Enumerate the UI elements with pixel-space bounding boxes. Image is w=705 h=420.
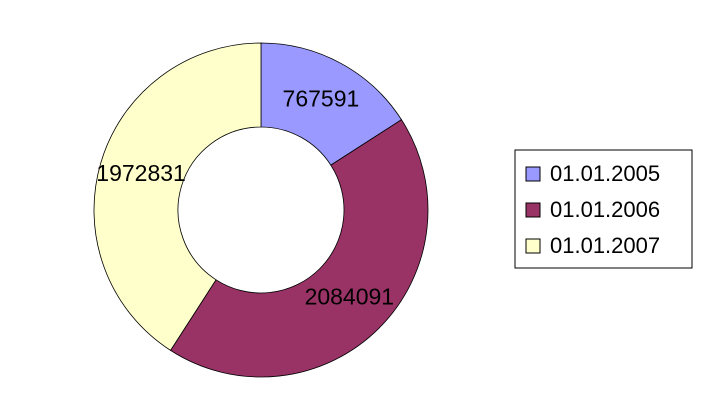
legend-entry: 01.01.2005 [550, 161, 660, 186]
data-label: 1972831 [96, 160, 186, 186]
slice-01.01.2005 [260, 42, 403, 166]
legend [514, 149, 693, 269]
legend-entry: 01.01.2007 [550, 233, 660, 258]
slice-01.01.2007 [93, 42, 262, 351]
data-label: 2084091 [305, 284, 395, 310]
legend-entry: 01.01.2006 [550, 197, 660, 222]
legend-swatch [525, 238, 541, 254]
data-label: 767591 [283, 85, 360, 111]
slice-01.01.2006 [170, 119, 429, 378]
legend-swatch [525, 166, 541, 182]
legend-swatch [525, 202, 541, 218]
